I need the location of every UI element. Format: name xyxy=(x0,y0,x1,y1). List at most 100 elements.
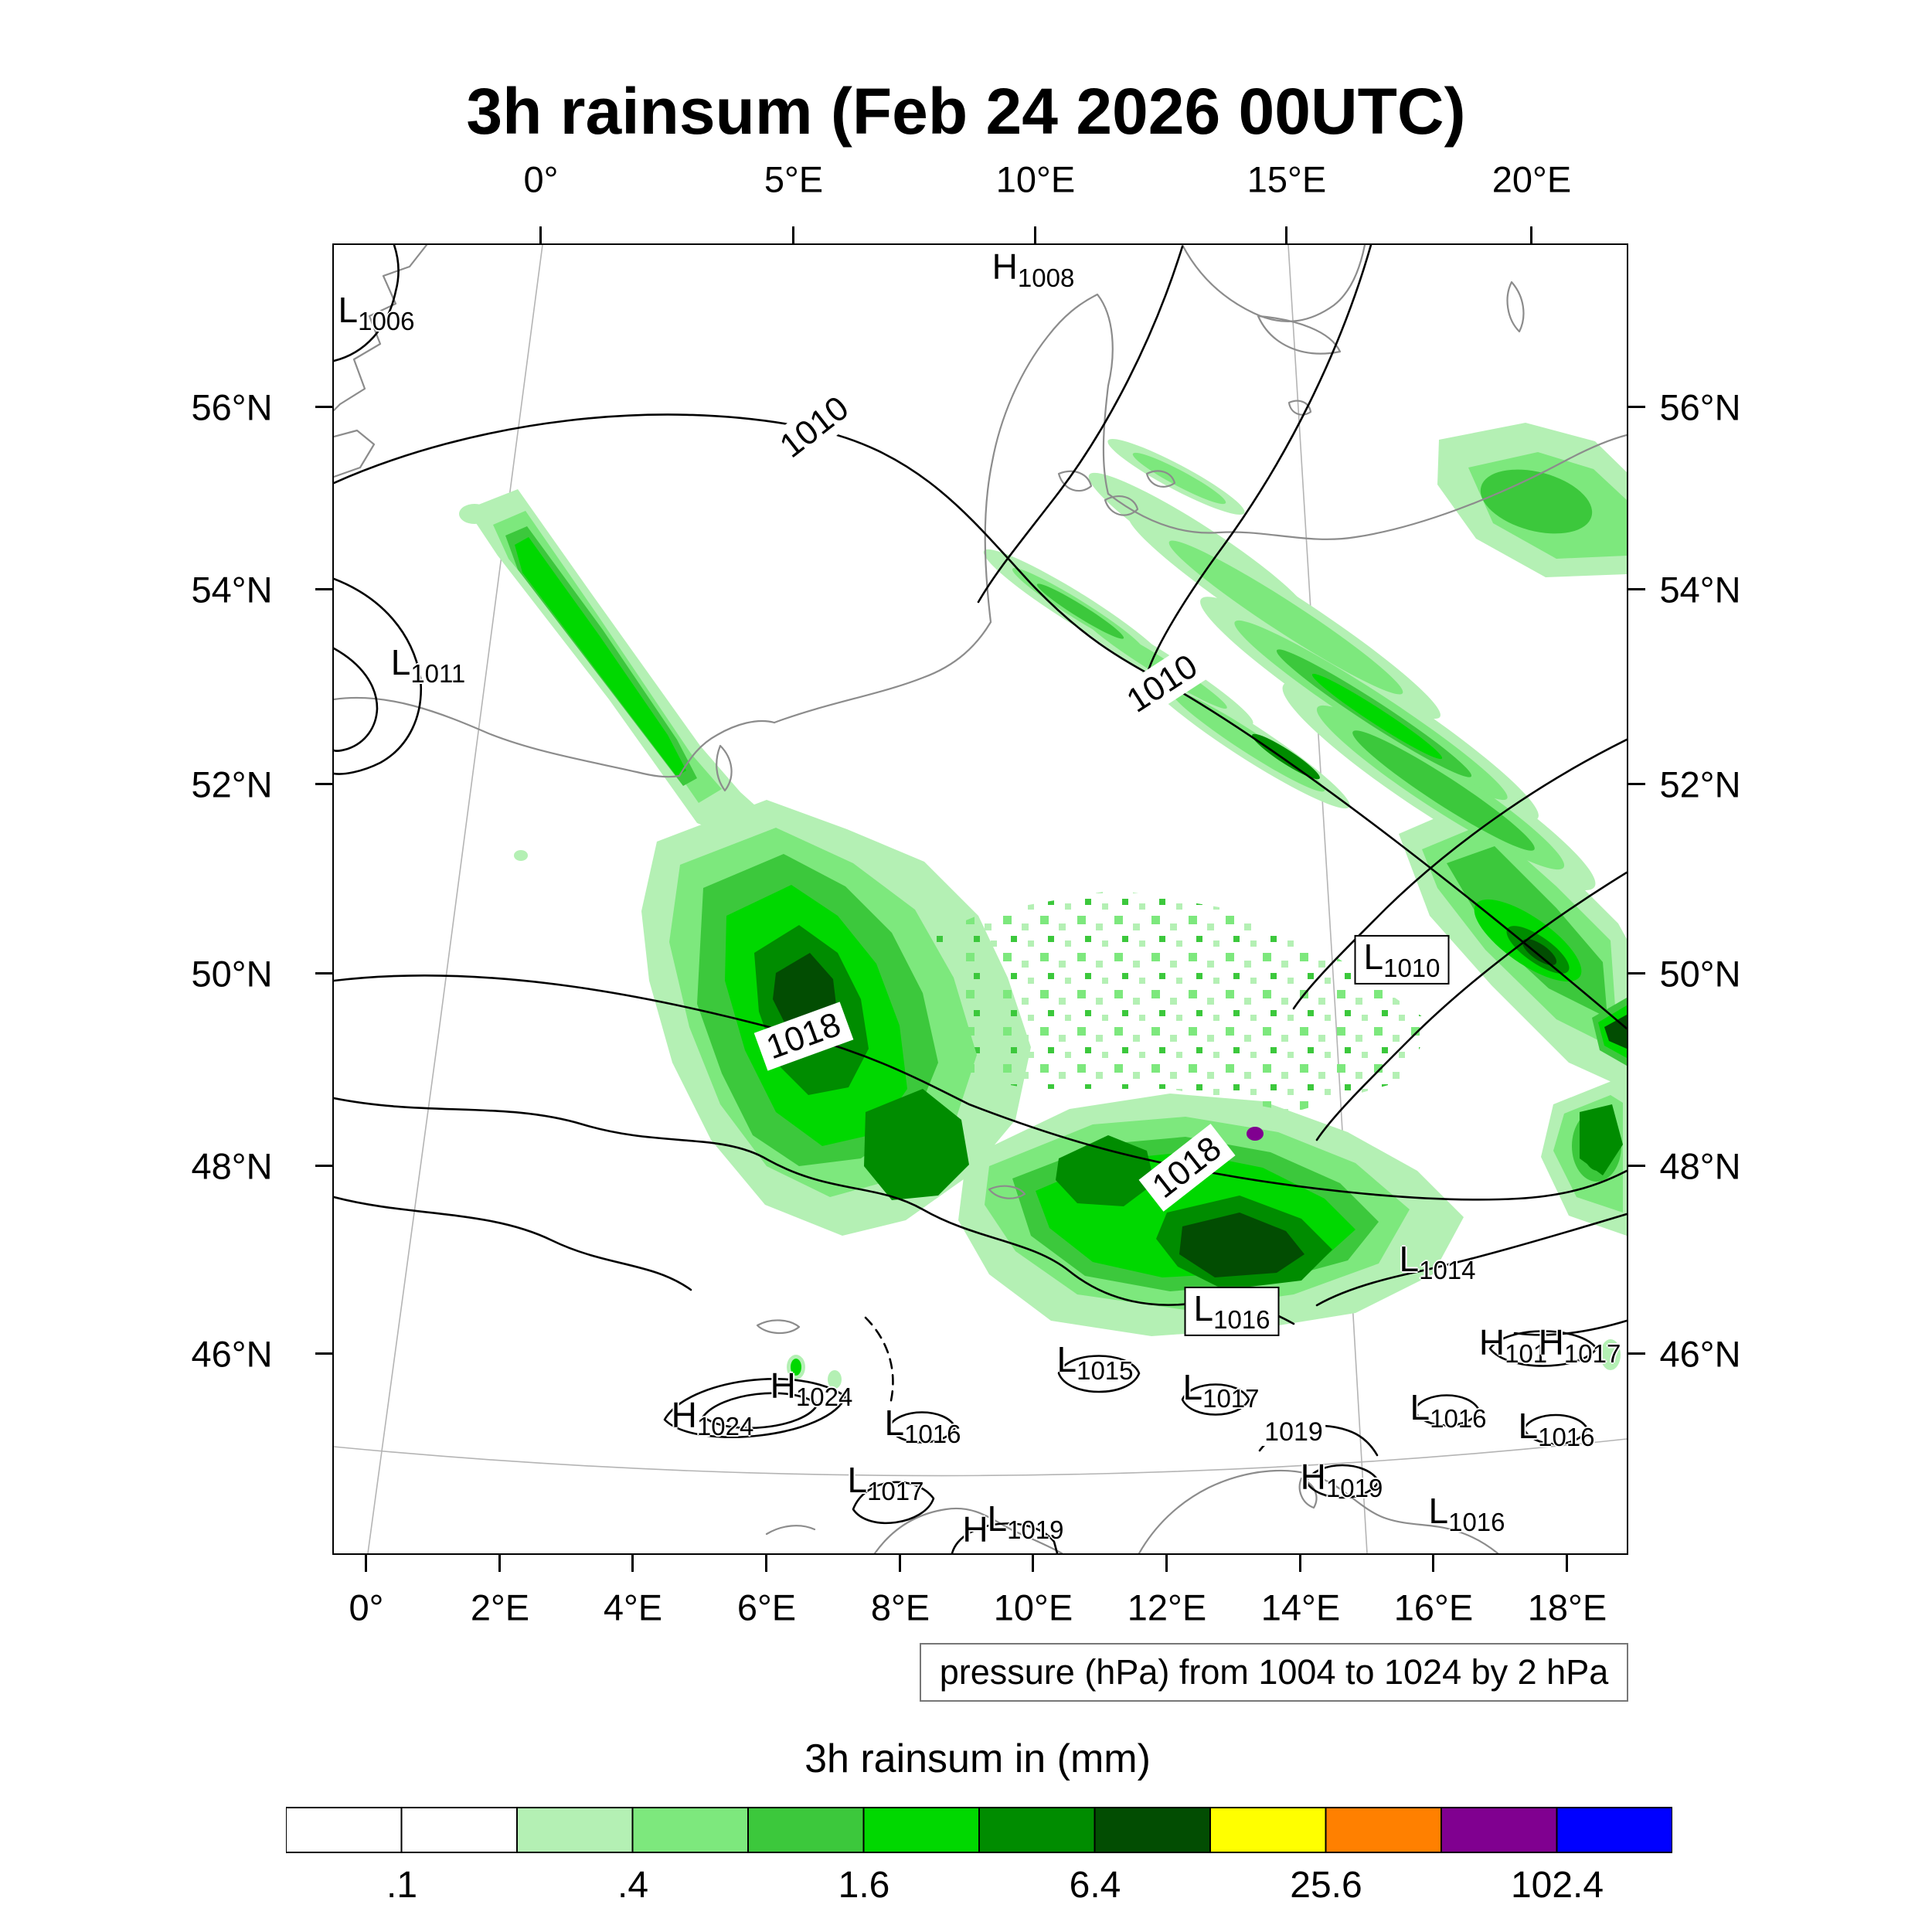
colorbar-cell xyxy=(1325,1807,1442,1853)
bottom-axis-label: 18°E xyxy=(1527,1587,1607,1628)
axis-tick xyxy=(315,1352,332,1355)
bottom-axis-label: 14°E xyxy=(1260,1587,1341,1628)
axis-tick xyxy=(1566,1555,1568,1572)
axis-tick xyxy=(315,1165,332,1167)
axis-tick xyxy=(1628,783,1645,785)
left-axis-label: 46°N xyxy=(191,1333,273,1375)
colorbar-cell xyxy=(400,1807,518,1853)
colorbar-cell xyxy=(1209,1807,1327,1853)
axis-tick xyxy=(1628,1165,1645,1167)
bottom-axis-label: 6°E xyxy=(736,1587,797,1628)
p-value: 1024 xyxy=(795,1383,853,1412)
colorbar-cell xyxy=(978,1807,1096,1853)
p-letter: L xyxy=(987,1498,1008,1539)
bottom-axis-label: 2°E xyxy=(470,1587,530,1628)
right-axis-label: 48°N xyxy=(1659,1145,1741,1187)
pressure-center-label: H101 xyxy=(1479,1325,1547,1366)
axis-tick xyxy=(1432,1555,1434,1572)
axis-tick xyxy=(365,1555,367,1572)
axis-tick xyxy=(1628,1352,1645,1355)
top-axis-label: 0° xyxy=(523,158,559,200)
pressure-center-label: H1024 xyxy=(672,1397,754,1439)
p-value: 1006 xyxy=(358,307,415,336)
pressure-center-label: L1016 xyxy=(1410,1389,1486,1431)
p-value: 1024 xyxy=(696,1412,754,1441)
p-letter: L xyxy=(1363,936,1384,977)
pressure-center-label: L1019 xyxy=(987,1501,1063,1543)
pressure-center-label: L1016 xyxy=(1184,1286,1280,1337)
p-value: 1016 xyxy=(1213,1305,1270,1335)
p-value: 1016 xyxy=(1538,1423,1595,1452)
p-value: 1019 xyxy=(1325,1474,1383,1503)
p-value: 1016 xyxy=(904,1420,961,1449)
top-axis-label: 20°E xyxy=(1492,158,1572,200)
pressure-center-label: H1008 xyxy=(992,249,1075,291)
axis-tick xyxy=(1628,588,1645,590)
pressure-center-label: L1006 xyxy=(338,292,414,334)
left-axis-label: 52°N xyxy=(191,764,273,805)
colorbar-cell xyxy=(862,1807,980,1853)
axis-tick xyxy=(1034,226,1036,243)
axis-tick xyxy=(539,226,542,243)
p-letter: L xyxy=(1410,1386,1430,1427)
axis-tick xyxy=(315,972,332,975)
bottom-axis-label: 16°E xyxy=(1393,1587,1474,1628)
pressure-center-label: L1014 xyxy=(1399,1241,1475,1283)
p-letter: L xyxy=(1428,1490,1449,1531)
p-value: 1017 xyxy=(867,1477,924,1506)
axis-tick xyxy=(631,1555,634,1572)
p-letter: L xyxy=(390,641,411,682)
colorbar-tick-label: .1 xyxy=(386,1865,418,1906)
pressure-center-label: L1011 xyxy=(391,645,466,686)
pressure-center-label: L1016 xyxy=(884,1405,961,1447)
axis-tick xyxy=(1628,406,1645,408)
precip-speckle-field xyxy=(845,889,1433,1112)
axis-tick xyxy=(792,226,794,243)
p-value: 1010 xyxy=(1383,954,1440,983)
colorbar-cell xyxy=(286,1807,403,1853)
map-svg xyxy=(334,245,1627,1553)
right-axis-label: 56°N xyxy=(1659,386,1741,428)
pressure-center-label: L1017 xyxy=(847,1462,923,1504)
pressure-center-label: H1019 xyxy=(1301,1459,1383,1501)
p-value: 1008 xyxy=(1017,264,1075,293)
bottom-axis-label: 12°E xyxy=(1127,1587,1207,1628)
pressure-contours xyxy=(334,245,1627,1553)
p-value: 1017 xyxy=(1563,1339,1621,1369)
pressure-center-label: L1015 xyxy=(1056,1342,1133,1383)
axis-tick xyxy=(1165,1555,1168,1572)
colorbar-cell xyxy=(747,1807,865,1853)
bottom-axis-label: 8°E xyxy=(870,1587,930,1628)
left-axis-label: 48°N xyxy=(191,1145,273,1187)
figure-title: 3h rainsum (Feb 24 2026 00UTC) xyxy=(466,75,1466,148)
precip-shading xyxy=(459,423,1627,1389)
pressure-center-label: H1024 xyxy=(770,1368,853,1410)
axis-tick xyxy=(1299,1555,1301,1572)
p-letter: L xyxy=(1518,1405,1539,1446)
p-value: 1014 xyxy=(1419,1256,1476,1285)
isobar-label: 1019 xyxy=(1262,1418,1325,1446)
pressure-center-label: H xyxy=(962,1512,988,1553)
p-value: 101 xyxy=(1505,1339,1548,1369)
axis-tick xyxy=(315,588,332,590)
colorbar-tick-label: 25.6 xyxy=(1290,1865,1362,1906)
colorbar-cell xyxy=(1556,1807,1672,1853)
map-frame: 1010 1010 1018 1018 1019 L1006 H1008 L10… xyxy=(332,243,1628,1555)
colorbar-cell xyxy=(1094,1807,1211,1853)
right-axis-label: 46°N xyxy=(1659,1333,1741,1375)
p-value: 1015 xyxy=(1077,1356,1134,1386)
p-letter: L xyxy=(1399,1238,1420,1279)
left-axis-label: 56°N xyxy=(191,386,273,428)
axis-tick xyxy=(1628,972,1645,975)
pressure-center-label: L1010 xyxy=(1354,934,1450,985)
pressure-center-label: L1017 xyxy=(1182,1369,1259,1411)
axis-tick xyxy=(765,1555,767,1572)
p-letter: L xyxy=(847,1459,868,1500)
colorbar-title: 3h rainsum in (mm) xyxy=(804,1736,1151,1781)
axis-tick xyxy=(1285,226,1287,243)
p-letter: H xyxy=(962,1509,988,1549)
p-letter: L xyxy=(338,289,359,330)
bottom-axis-label: 4°E xyxy=(603,1587,663,1628)
top-axis-label: 5°E xyxy=(764,158,824,200)
